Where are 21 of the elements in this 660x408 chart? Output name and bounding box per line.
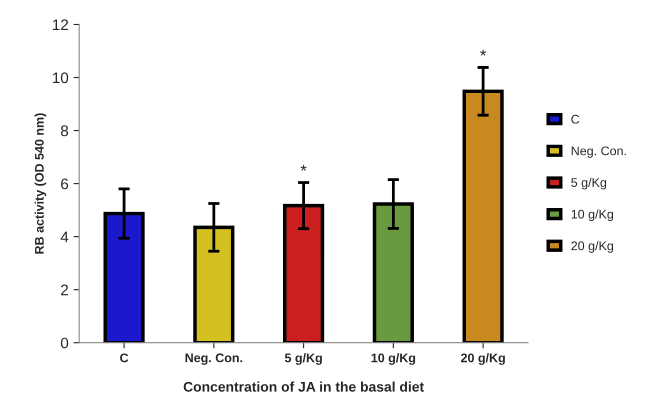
y-tick-label: 4 [60, 232, 68, 242]
x-tick-label: 20 g/Kg [460, 353, 505, 365]
x-axis-title: Concentration of JA in the basal diet [184, 382, 424, 392]
x-tick-label: C [120, 353, 128, 362]
y-tick-label: 8 [60, 125, 68, 136]
y-tick-label: 2 [61, 284, 68, 296]
x-tick-label: Neg. Con. [186, 353, 242, 365]
y-tick-label: 0 [60, 338, 68, 348]
x-tick-label: 10 g/Kg [372, 353, 416, 365]
legend-label: 20 g/Kg [571, 241, 614, 253]
annotation: * [300, 164, 307, 171]
y-tick-label: 10 [52, 72, 68, 84]
legend-label: 10 g/Kg [572, 209, 614, 222]
legend-label: C [571, 114, 580, 124]
legend-label: 5 g/Kg [571, 178, 606, 190]
legend-label: Neg. Con. [572, 146, 626, 158]
y-axis-title: RB activity (OD 540 nm) [34, 113, 46, 254]
annotation: * [480, 50, 486, 56]
y-tick-label: 6 [61, 178, 68, 190]
x-tick-label: 5 g/Kg [284, 353, 322, 365]
y-tick-label: 12 [52, 19, 68, 30]
